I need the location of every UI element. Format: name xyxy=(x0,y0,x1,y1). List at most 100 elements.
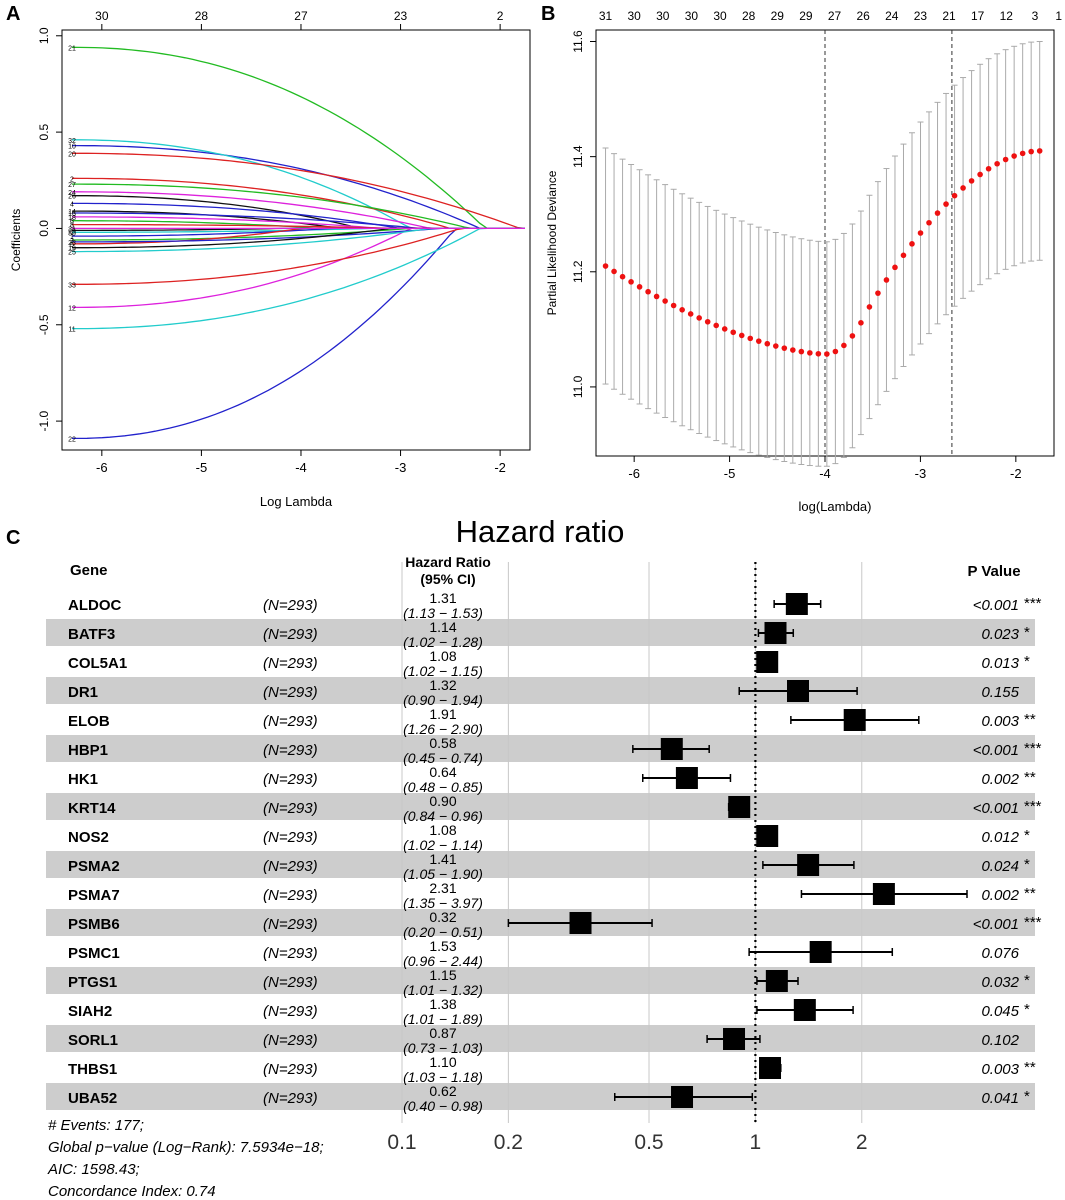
y-tick-label: -0.5 xyxy=(37,314,51,335)
row-n: (N=293) xyxy=(263,974,318,991)
deviance-point xyxy=(951,192,958,199)
series-label-5: 5 xyxy=(70,242,74,249)
row-p-value: 0.003 xyxy=(981,713,1019,730)
panel-a-x-ticks: -6 -5 -4 -3 -2 xyxy=(96,450,506,475)
x-tick-label: -5 xyxy=(196,460,208,475)
top-tick-label: 30 xyxy=(656,9,670,23)
deviance-point xyxy=(934,210,941,216)
row-significance: *** xyxy=(1024,740,1042,757)
row-ci: (1.35 − 3.97) xyxy=(403,895,483,911)
row-gene: BATF3 xyxy=(68,626,115,643)
top-tick-label: 23 xyxy=(914,9,928,23)
top-tick-label: 26 xyxy=(856,9,870,23)
deviance-point xyxy=(747,335,754,342)
x-tick-label: -5 xyxy=(724,466,736,481)
panel-c-x-ticks: 0.1 0.2 0.5 1 2 xyxy=(387,1131,867,1154)
row-gene: PSMC1 xyxy=(68,945,120,962)
series-label-12: 12 xyxy=(68,305,76,312)
row-ci: (0.96 − 2.44) xyxy=(403,953,483,969)
row-hr-marker xyxy=(723,1028,746,1050)
row-n: (N=293) xyxy=(263,771,318,788)
series-label-8: 8 xyxy=(70,223,74,230)
panel-a-y-axis-label: Coefficients xyxy=(9,209,23,271)
deviance-point xyxy=(730,329,737,336)
row-significance: *** xyxy=(1024,595,1042,612)
deviance-point xyxy=(977,171,983,178)
y-tick-label: 0.0 xyxy=(37,220,51,237)
row-ci: (1.03 − 1.18) xyxy=(403,1069,483,1085)
deviance-point xyxy=(994,160,1000,167)
deviance-point xyxy=(790,347,796,353)
row-p-value: 0.024 xyxy=(981,858,1019,875)
panel-a-x-axis-label: Log Lambda xyxy=(260,494,333,509)
deviance-point xyxy=(611,268,617,275)
x-tick-label: 0.2 xyxy=(494,1131,523,1154)
row-hr: 1.14 xyxy=(429,619,456,635)
deviance-point xyxy=(858,320,864,326)
y-tick-label: 11.6 xyxy=(571,30,585,53)
series-label-16: 16 xyxy=(68,211,76,218)
panel-c-header-hr: Hazard Ratio xyxy=(405,554,491,570)
deviance-point xyxy=(943,201,949,207)
row-gene: HBP1 xyxy=(68,742,108,759)
y-tick-label: 0.5 xyxy=(37,123,51,140)
row-hr-marker xyxy=(843,709,866,731)
row-band xyxy=(46,619,1035,646)
y-tick-label: 11.4 xyxy=(571,145,585,168)
footer-line: Global p−value (Log−Rank): 7.5934e−18; xyxy=(48,1139,324,1156)
panel-c-gridlines xyxy=(401,562,863,1125)
row-n: (N=293) xyxy=(263,655,318,672)
row-p-value: 0.076 xyxy=(981,945,1019,962)
row-n: (N=293) xyxy=(263,1090,318,1107)
row-hr: 0.58 xyxy=(429,735,456,751)
row-hr-marker xyxy=(793,999,816,1021)
row-significance: * xyxy=(1024,972,1030,989)
row-ci: (0.84 − 0.96) xyxy=(403,808,483,824)
row-significance: ** xyxy=(1024,885,1036,902)
series-label-26: 26 xyxy=(68,194,76,201)
series-label-29: 29 xyxy=(68,228,76,235)
row-significance: * xyxy=(1024,827,1030,844)
deviance-point xyxy=(1036,148,1043,154)
panel-c-footer: # Events: 177; Global p−value (Log−Rank):… xyxy=(47,1117,324,1200)
panel-a-plot-frame xyxy=(61,29,531,451)
row-hr-marker xyxy=(787,680,810,702)
series-label-10: 10 xyxy=(68,144,76,151)
top-tick-label: 1 xyxy=(1055,9,1062,23)
deviance-point xyxy=(968,178,975,184)
row-hr-marker xyxy=(756,651,779,673)
panel-c-rows: ALDOC (N=293) 1.31(1.13 − 1.53) <0.001 ***BA… xyxy=(68,590,1042,1114)
deviance-point xyxy=(619,273,626,280)
panel-a-coefficient-paths: -6 -5 -4 -3 -2 -1.0-0.50.00.51.0 30 28 27 23 2 2… xyxy=(9,9,531,509)
row-ci: (0.20 − 0.51) xyxy=(403,924,483,940)
deviance-point xyxy=(755,338,762,344)
top-tick-label: 30 xyxy=(627,9,641,23)
series-label-25: 25 xyxy=(68,250,76,257)
series-label-31: 31 xyxy=(68,226,76,233)
deviance-point xyxy=(713,322,720,329)
deviance-point xyxy=(628,279,634,285)
row-p-value: <0.001 xyxy=(973,800,1019,817)
row-ci: (1.02 − 1.14) xyxy=(403,837,483,853)
row-p-value: 0.041 xyxy=(981,1090,1019,1107)
x-tick-label: -2 xyxy=(1010,466,1022,481)
series-line-27 xyxy=(72,183,525,230)
row-hr-marker xyxy=(728,796,751,818)
row-hr-marker xyxy=(809,941,832,963)
row-hr: 0.64 xyxy=(429,764,456,780)
row-significance: *** xyxy=(1024,798,1042,815)
y-tick-label: -1.0 xyxy=(37,410,51,431)
row-n: (N=293) xyxy=(263,742,318,759)
series-label-6: 6 xyxy=(70,219,74,226)
row-significance: ** xyxy=(1024,1059,1036,1076)
footer-line: AIC: 1598.43; xyxy=(47,1161,140,1178)
row-n: (N=293) xyxy=(263,1003,318,1020)
series-label-24: 24 xyxy=(68,190,76,197)
row-band xyxy=(46,735,1035,762)
deviance-point xyxy=(866,304,873,310)
row-hr: 1.32 xyxy=(429,677,456,693)
top-tick-label: 30 xyxy=(713,9,727,23)
row-hr: 1.38 xyxy=(429,996,456,1012)
